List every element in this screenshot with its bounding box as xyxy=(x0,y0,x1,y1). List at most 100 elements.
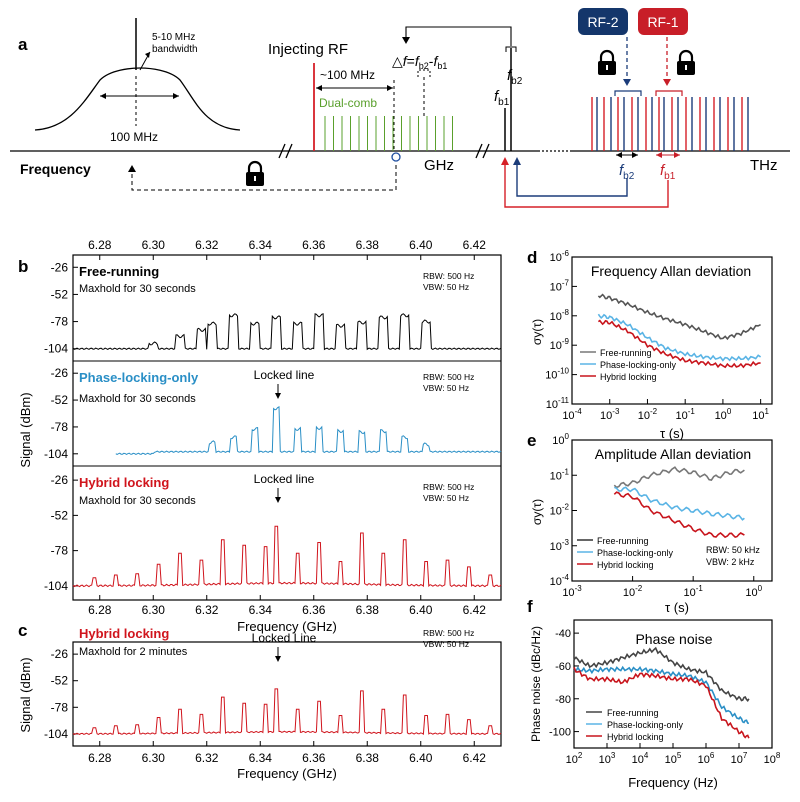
bottom-tick-label: 6.34 xyxy=(249,603,273,617)
panel-c-frame xyxy=(72,641,502,747)
tick-label: 108 xyxy=(764,751,781,766)
feedback-red xyxy=(504,165,669,208)
lock-loop-left-head xyxy=(128,165,136,172)
sub3-subtitle: Maxhold for 30 seconds xyxy=(79,495,196,507)
feedback-red-head xyxy=(501,157,509,165)
thz-label: THz xyxy=(750,157,778,174)
y-tick-label: -26 xyxy=(51,647,69,661)
panel-d-curves xyxy=(597,293,762,369)
x-tick-label: 6.34 xyxy=(249,751,273,765)
lock-icon-rf1 xyxy=(677,49,695,75)
sub2-spectrum xyxy=(115,405,502,455)
panel-e-ylabel: σy(τ) xyxy=(530,499,544,525)
panel-b-label: b xyxy=(18,257,28,276)
tick-label: 104 xyxy=(632,751,649,766)
curve-free-running xyxy=(597,293,761,341)
laser-spectrum xyxy=(34,67,241,131)
frequency-label: Frequency xyxy=(20,161,91,177)
panel-b: b 6.28 6.30 6.32 6.34 6.36 6.38 6.40 6.42 Signa… xyxy=(18,238,502,634)
panel-c-locked-label: Locked Line xyxy=(252,631,317,645)
legend-phase-text: Phase-locking-only xyxy=(597,548,674,558)
bw-pointer-head xyxy=(145,52,150,58)
sub2-locked-label: Locked line xyxy=(254,368,315,382)
x-tick-label: 6.42 xyxy=(463,751,487,765)
panel-c-vbw: VBW: 50 Hz xyxy=(423,639,469,649)
panel-d-legend: Free-running Phase-locking-only Hybrid l… xyxy=(580,348,677,382)
tick-label: 10-4 xyxy=(562,407,582,422)
panel-e-title: Amplitude Allan deviation xyxy=(595,446,751,462)
y-tick-label: -52 xyxy=(51,508,69,522)
dual-comb-label: Dual-comb xyxy=(319,96,377,110)
panel-c-xlabel: Frequency (GHz) xyxy=(237,766,337,781)
panel-b-bottom-ticks: 6.28 6.30 6.32 6.34 6.36 6.38 6.40 6.42 xyxy=(88,595,486,617)
top-tick-label: 6.28 xyxy=(88,238,112,252)
panel-e-xlabel: τ (s) xyxy=(665,600,689,615)
sub3-spectrum xyxy=(72,525,502,588)
sub1-subtitle: Maxhold for 30 seconds xyxy=(79,283,196,295)
top-tick-label: 6.38 xyxy=(356,238,380,252)
y-tick-label: -52 xyxy=(51,674,69,688)
sub2-subtitle: Maxhold for 30 seconds xyxy=(79,393,196,405)
legend-free-text: Free-running xyxy=(597,536,649,546)
tick-label: 10-2 xyxy=(623,584,643,599)
fb1-label: fb1 xyxy=(494,88,510,108)
curve-phase-locking-only xyxy=(597,313,762,362)
tick-label: 10-8 xyxy=(550,308,570,323)
sub3-rbw: RBW: 500 Hz xyxy=(423,482,474,492)
y-tick-label: -78 xyxy=(51,544,69,558)
sub2-title: Phase-locking-only xyxy=(79,370,199,385)
panel-c-title: Hybrid locking xyxy=(79,626,169,641)
x-tick-label: 6.38 xyxy=(356,751,380,765)
tick-label: 10-2 xyxy=(638,407,658,422)
tick-label: 10-4 xyxy=(550,573,570,588)
panel-e: e Amplitude Allan deviation σy(τ) τ (s) … xyxy=(527,431,773,615)
panel-f-ylabel: Phase noise (dBc/Hz) xyxy=(529,626,543,742)
tick-label: 10-6 xyxy=(550,249,570,264)
rf2-bracket xyxy=(614,90,642,96)
panel-d-frame xyxy=(571,256,773,405)
tick-label: 100 xyxy=(715,407,732,422)
feedback-blue xyxy=(516,165,628,197)
panel-c-subtitle: Maxhold for 2 minutes xyxy=(79,646,188,658)
sub3-locked-head xyxy=(275,497,281,503)
x-tick-label: 6.30 xyxy=(142,751,166,765)
legend-free-text: Free-running xyxy=(607,708,659,718)
bottom-tick-label: 6.42 xyxy=(463,603,487,617)
delta-f-feedback-head xyxy=(402,37,410,44)
bottom-tick-label: 6.30 xyxy=(142,603,166,617)
top-tick-label: 6.42 xyxy=(463,238,487,252)
x-tick-label: 6.36 xyxy=(302,751,326,765)
panel-d-title: Frequency Allan deviation xyxy=(591,263,751,279)
tick-label: 10-3 xyxy=(562,584,582,599)
tick-label: 10-3 xyxy=(550,538,570,553)
sub2-locked-head xyxy=(275,393,281,399)
curve-phase-locking-only xyxy=(573,665,750,725)
legend-phase-text: Phase-locking-only xyxy=(600,360,677,370)
rf2-head xyxy=(623,79,631,86)
curve-hybrid-locking xyxy=(613,491,745,539)
panel-b-yticks: -26 -52 -78 -104 -26 -52 -78 -104 -26 -52 -78 -104 xyxy=(44,260,78,593)
y-tick-label: -78 xyxy=(51,700,69,714)
panel-f-xlabel: Frequency (Hz) xyxy=(628,775,718,790)
top-tick-label: 6.32 xyxy=(195,238,219,252)
sub1-vbw: VBW: 50 Hz xyxy=(423,282,469,292)
tick-label: 100 xyxy=(552,432,569,447)
panel-b-ylabel: Signal (dBm) xyxy=(18,392,33,467)
tick-label: 10-3 xyxy=(600,407,620,422)
y-tick-label: -26 xyxy=(51,260,69,274)
panel-c: c -26 -52 -78 -104 6.28 6.30 6.32 6.34 6.36 6.38… xyxy=(18,621,502,781)
delta-f-label: △f=fb2-fb1 xyxy=(392,53,447,71)
fb2-bottom-heads xyxy=(616,152,638,158)
sub3-title: Hybrid locking xyxy=(79,475,169,490)
spacing-label: ~100 MHz xyxy=(320,68,375,82)
bottom-tick-label: 6.40 xyxy=(409,603,433,617)
panel-d: d Frequency Allan deviation σy(τ) τ (s) … xyxy=(527,248,773,441)
tick-label: 105 xyxy=(665,751,682,766)
bottom-tick-label: 6.38 xyxy=(356,603,380,617)
tick-label: 106 xyxy=(698,751,715,766)
sub1-rbw: RBW: 500 Hz xyxy=(423,271,474,281)
rf2-label: RF-2 xyxy=(587,14,618,30)
panel-d-ylabel: σy(τ) xyxy=(530,319,544,345)
